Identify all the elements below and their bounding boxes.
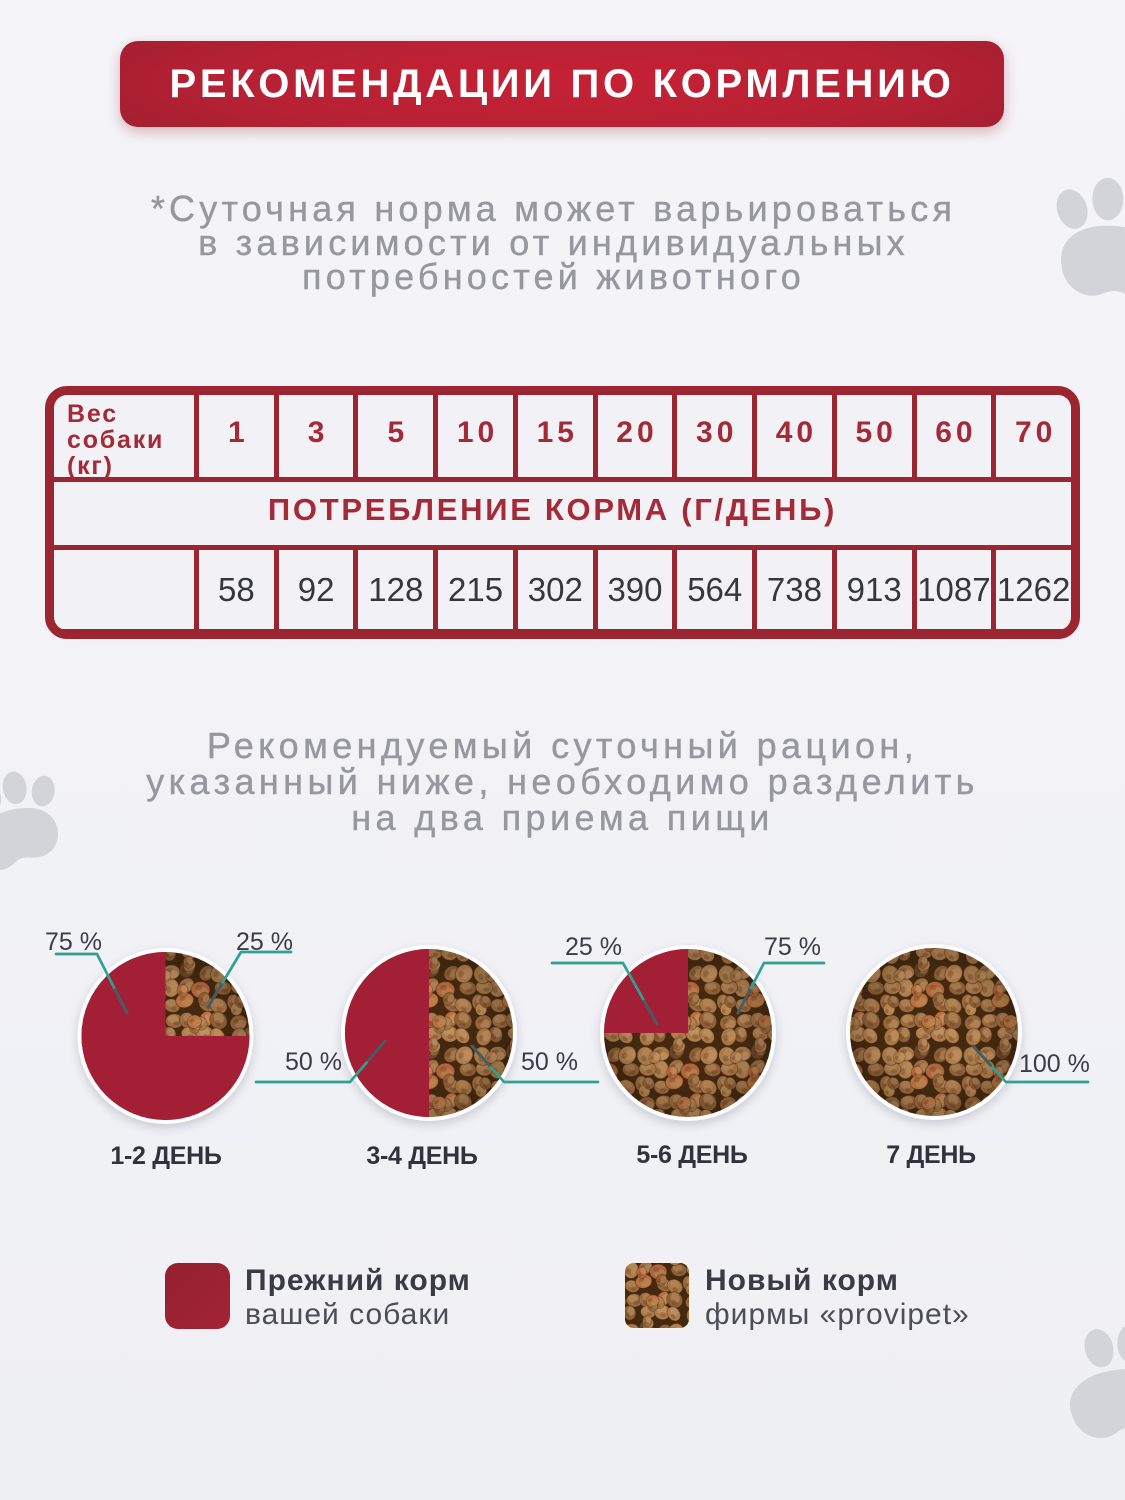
svg-text:1-2 ДЕНЬ: 1-2 ДЕНЬ bbox=[110, 1142, 222, 1170]
svg-text:3-4 ДЕНЬ: 3-4 ДЕНЬ bbox=[366, 1142, 478, 1170]
svg-text:25 %: 25 % bbox=[236, 928, 293, 956]
svg-text:25 %: 25 % bbox=[565, 933, 622, 961]
svg-text:50 %: 50 % bbox=[285, 1048, 342, 1076]
svg-text:7 ДЕНЬ: 7 ДЕНЬ bbox=[886, 1141, 976, 1169]
svg-text:75 %: 75 % bbox=[45, 928, 102, 956]
svg-text:75 %: 75 % bbox=[764, 933, 821, 961]
svg-text:5-6 ДЕНЬ: 5-6 ДЕНЬ bbox=[636, 1141, 748, 1169]
svg-text:100 %: 100 % bbox=[1019, 1050, 1090, 1078]
svg-text:50 %: 50 % bbox=[521, 1048, 578, 1076]
